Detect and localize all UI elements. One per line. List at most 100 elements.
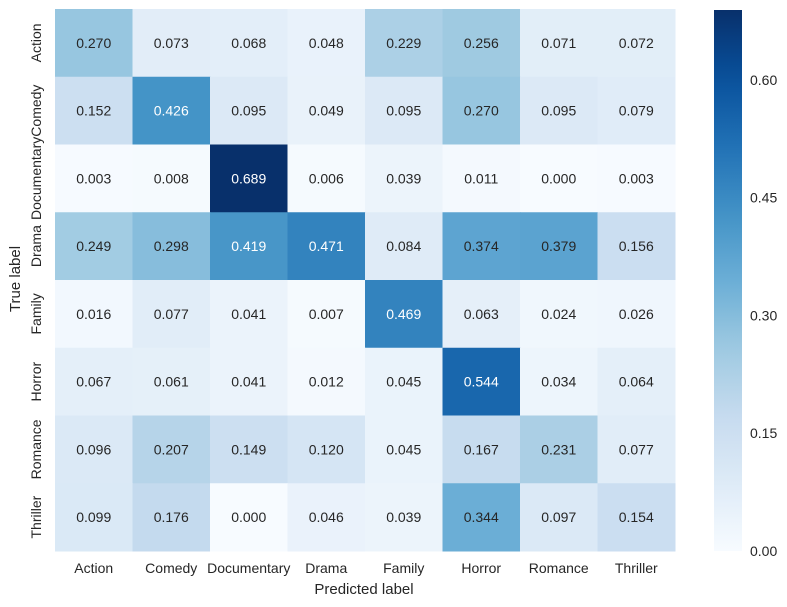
cell-value-label: 0.024: [541, 306, 576, 322]
heatmap-cell: [365, 280, 443, 349]
heatmap-cell: [520, 76, 598, 145]
cell-value-label: 0.063: [464, 306, 499, 322]
heatmap-cell: [210, 347, 288, 416]
heatmap-cell: [132, 212, 211, 281]
x-tick-labels: Action Comedy Documentary Drama Family Horror…: [74, 560, 658, 576]
cell-value-label: 0.176: [154, 509, 189, 525]
cell-value-label: 0.039: [386, 509, 421, 525]
heatmap-cell: [442, 9, 521, 78]
cell-value-label: 0.084: [386, 238, 421, 254]
x-tick-label: Family: [383, 560, 424, 576]
cell-value-label: 0.041: [231, 374, 266, 390]
cell-value-label: 0.048: [309, 35, 344, 51]
cell-value-label: 0.152: [76, 103, 111, 119]
colorbar-tick-label: 0.15: [750, 425, 777, 441]
y-axis-label: True label: [7, 246, 24, 312]
heatmap-cell: [520, 212, 598, 281]
cell-value-label: 0.046: [309, 509, 344, 525]
heatmap-cell: [365, 76, 443, 145]
cell-value-label: 0.026: [619, 306, 654, 322]
cell-value-label: 0.256: [464, 35, 499, 51]
heatmap-cell: [520, 9, 598, 78]
heatmap-cell: [132, 76, 211, 145]
heatmap-cell: [597, 280, 676, 349]
heatmap-cell: [210, 415, 288, 484]
cell-value-label: 0.003: [619, 170, 654, 186]
cell-value-label: 0.034: [541, 374, 576, 390]
heatmap-cell: [597, 483, 676, 552]
cell-value-label: 0.095: [231, 103, 266, 119]
heatmap-cell: [55, 347, 133, 416]
heatmap-cell: [442, 347, 521, 416]
heatmap-cell: [287, 76, 366, 145]
colorbar: [714, 10, 742, 551]
cell-value-label: 0.003: [76, 170, 111, 186]
cell-value-label: 0.099: [76, 509, 111, 525]
heatmap-cell: [520, 347, 598, 416]
heatmap-cell: [442, 212, 521, 281]
heatmap-cell: [210, 144, 288, 213]
cell-value-label: 0.077: [154, 306, 189, 322]
cell-value-label: 0.469: [386, 306, 421, 322]
heatmap-cell: [132, 415, 211, 484]
cell-value-label: 0.419: [231, 238, 266, 254]
cell-value-label: 0.012: [309, 374, 344, 390]
heatmap-cell: [132, 9, 211, 78]
heatmap-cell: [520, 280, 598, 349]
cell-value-label: 0.067: [76, 374, 111, 390]
x-tick-label: Horror: [461, 560, 501, 576]
x-tick-label: Romance: [529, 560, 589, 576]
cell-value-label: 0.097: [541, 509, 576, 525]
heatmap-cell: [55, 144, 133, 213]
cell-value-label: 0.298: [154, 238, 189, 254]
y-tick-label: Drama: [28, 225, 44, 267]
cell-value-label: 0.471: [309, 238, 344, 254]
cell-value-label: 0.016: [76, 306, 111, 322]
cell-value-label: 0.544: [464, 374, 499, 390]
heatmap-cell: [287, 9, 366, 78]
y-tick-label: Documentary: [28, 137, 44, 220]
heatmap-cell: [55, 76, 133, 145]
heatmap-cell: [55, 212, 133, 281]
cell-value-label: 0.072: [619, 35, 654, 51]
colorbar-tick-label: 0.00: [750, 543, 777, 559]
x-tick-label: Action: [74, 560, 113, 576]
cell-value-label: 0.077: [619, 441, 654, 457]
heatmap-cell: [365, 483, 443, 552]
cell-value-label: 0.073: [154, 35, 189, 51]
heatmap-cell: [210, 9, 288, 78]
cell-value-label: 0.149: [231, 441, 266, 457]
cell-value-label: 0.095: [386, 103, 421, 119]
heatmap-cell: [520, 415, 598, 484]
y-tick-label: Horror: [28, 361, 44, 401]
cell-value-label: 0.039: [386, 170, 421, 186]
cell-value-label: 0.068: [231, 35, 266, 51]
cell-value-label: 0.207: [154, 441, 189, 457]
heatmap-cell: [442, 415, 521, 484]
y-tick-label: Romance: [28, 419, 44, 479]
cell-value-label: 0.011: [464, 170, 498, 186]
heatmap-cell: [365, 144, 443, 213]
heatmap-cell: [597, 9, 676, 78]
cell-value-label: 0.156: [619, 238, 654, 254]
cell-value-label: 0.229: [386, 35, 421, 51]
heatmap-cell: [365, 415, 443, 484]
x-tick-label: Drama: [305, 560, 347, 576]
cell-value-label: 0.041: [231, 306, 266, 322]
cell-value-label: 0.000: [231, 509, 266, 525]
heatmap-cell: [597, 76, 676, 145]
heatmap-cell: [442, 483, 521, 552]
heatmap-cell: [597, 347, 676, 416]
heatmap-cell: [132, 347, 211, 416]
cell-value-label: 0.006: [309, 170, 344, 186]
cell-value-label: 0.120: [309, 441, 344, 457]
heatmap-cell: [55, 483, 133, 552]
heatmap-cell: [210, 280, 288, 349]
heatmap-cell: [287, 280, 366, 349]
cell-value-label: 0.154: [619, 509, 654, 525]
y-tick-label: Action: [28, 23, 44, 62]
heatmap-cell: [365, 212, 443, 281]
cell-value-label: 0.096: [76, 441, 111, 457]
